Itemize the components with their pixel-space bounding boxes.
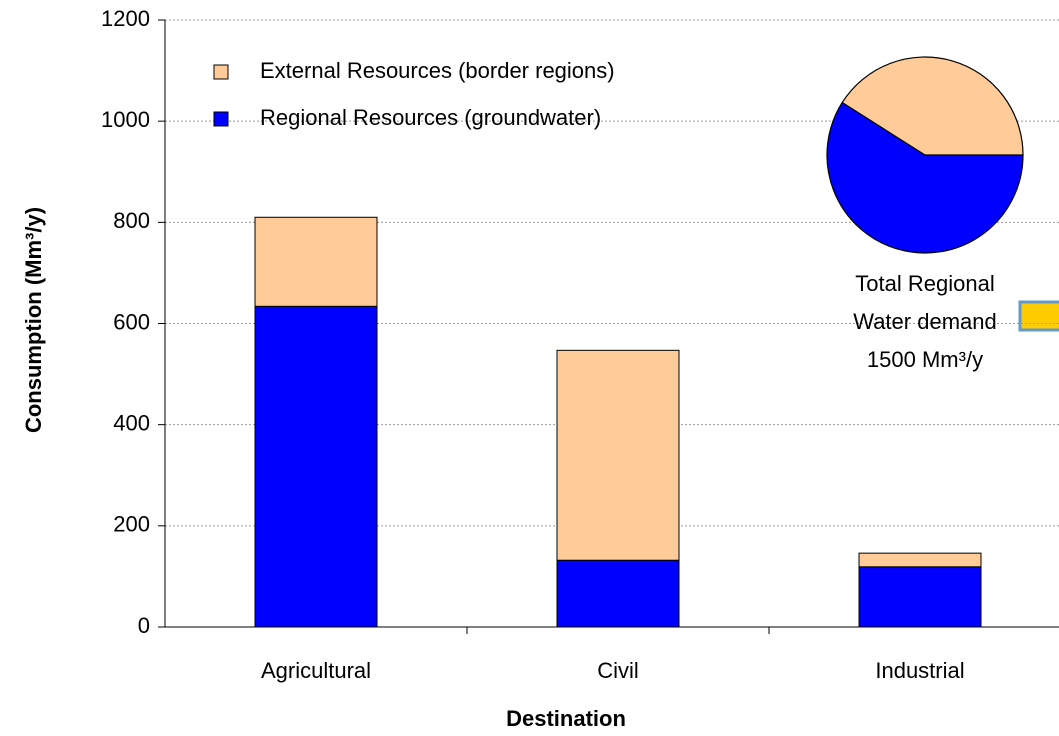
bar-segment [556, 349, 680, 561]
y-tick-label: 1000 [101, 107, 150, 132]
pie-slice [826, 101, 1024, 254]
legend-label: External Resources (border regions) [260, 58, 615, 83]
pie-caption: Total Regional [855, 271, 994, 296]
pie-caption: Water demand [853, 309, 996, 334]
cropped-marker [1018, 300, 1059, 332]
x-tick-label: Agricultural [261, 658, 371, 683]
pie-slice [841, 56, 1024, 156]
bar-segment [254, 216, 378, 307]
bar-segment [556, 559, 680, 628]
x-axis-label: Destination [506, 706, 626, 731]
y-tick-label: 0 [138, 613, 150, 638]
x-tick-label: Industrial [875, 658, 964, 683]
bar-segment [254, 305, 378, 628]
y-tick-label: 600 [113, 309, 150, 334]
y-tick-label: 200 [113, 512, 150, 537]
y-tick-label: 400 [113, 410, 150, 435]
legend-swatch [213, 111, 229, 127]
y-axis-label: Consumption (Mm³/y) [21, 207, 46, 433]
pie-caption: 1500 Mm³/y [867, 347, 983, 372]
legend-swatch [213, 64, 229, 80]
bar-segment [858, 566, 982, 628]
bar-segment [858, 552, 982, 568]
legend-label: Regional Resources (groundwater) [260, 105, 601, 130]
x-tick-label: Civil [597, 658, 639, 683]
y-tick-label: 1200 [101, 6, 150, 31]
y-tick-label: 800 [113, 208, 150, 233]
